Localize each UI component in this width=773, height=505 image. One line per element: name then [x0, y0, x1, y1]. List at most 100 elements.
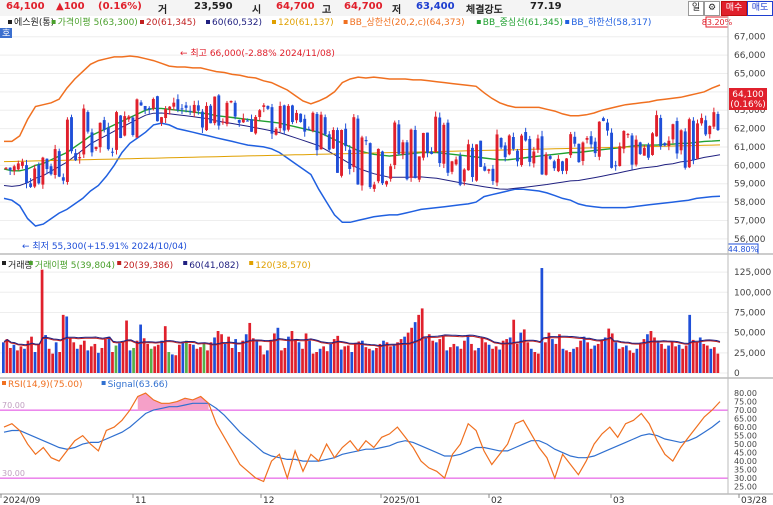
volume-bar: [61, 314, 65, 373]
price-candle: [483, 166, 487, 171]
price-candle: [295, 112, 298, 121]
price-candle: [209, 105, 213, 124]
period-button[interactable]: 일: [688, 1, 704, 16]
volume-bar: [104, 339, 107, 373]
price-candle: [479, 140, 483, 167]
price-candle: [651, 133, 654, 155]
x-axis-label: 11: [135, 496, 146, 505]
volume-legend-item: 120(38,570): [255, 261, 311, 271]
volume-bar: [494, 346, 498, 373]
volume-bar: [336, 335, 340, 373]
volume-bar: [677, 344, 681, 373]
volume-bar: [544, 342, 547, 373]
stock-chart[interactable]: 56,000 57,000 58,000 59,000 60,000 61,000 62,0…: [0, 16, 773, 505]
price-candle: [434, 116, 438, 152]
volume-bar: [37, 343, 40, 373]
rsi-tick-label: 30.00: [734, 474, 757, 483]
volume-bar: [653, 337, 656, 373]
sell-button[interactable]: 매도: [747, 1, 773, 16]
price-candle: [311, 112, 315, 132]
volume-bar: [515, 343, 519, 373]
volume-bar: [308, 340, 311, 373]
volume-bar: [135, 340, 139, 373]
price-candle: [184, 105, 188, 108]
volume-bar: [128, 350, 132, 373]
volume-bar: [649, 331, 653, 373]
price-candle: [327, 134, 331, 150]
volume-bar: [188, 343, 192, 373]
price-candle: [471, 147, 474, 178]
price-candle: [74, 153, 78, 161]
strength-value: 77.19: [530, 1, 562, 12]
price-candle: [168, 106, 172, 110]
volume-bar: [498, 349, 501, 373]
price-candle: [409, 129, 413, 178]
volume-bar: [23, 348, 26, 373]
volume-bar: [656, 340, 660, 373]
gear-icon[interactable]: ⚙: [704, 1, 720, 16]
ho-label: 호: [2, 28, 10, 39]
price-candle: [372, 184, 376, 189]
price-candle: [266, 105, 270, 109]
volume-bar: [596, 343, 600, 373]
volume-bar: [255, 339, 259, 373]
rsi-tick-label: 50.00: [734, 440, 757, 449]
price-candle: [687, 119, 691, 168]
price-candle: [495, 134, 499, 183]
price-legend-item: 120(61,137): [278, 18, 334, 28]
price-candle: [712, 112, 716, 127]
price-candle: [90, 132, 94, 153]
price-candle: [696, 123, 699, 159]
volume-bar: [241, 340, 245, 373]
price-candle: [352, 117, 356, 168]
price-candle: [33, 168, 37, 187]
volume-tick-label: 75,000: [734, 308, 766, 318]
volume-bar: [681, 348, 685, 373]
ho-box: [0, 28, 12, 38]
volume-bar: [632, 352, 635, 373]
volume-legend-swatch: [117, 261, 122, 265]
low-label: 저: [392, 5, 402, 16]
volume-bar: [276, 327, 280, 373]
price-candle: [610, 132, 614, 168]
price-candle: [442, 124, 446, 164]
buy-button[interactable]: 매수: [721, 1, 747, 16]
rsi-legend-swatch: [2, 381, 6, 385]
volume-bar: [262, 354, 266, 373]
price-candle: [127, 116, 131, 120]
price-candle: [511, 136, 515, 149]
volume-bar: [16, 350, 19, 373]
volume-bar: [639, 343, 642, 373]
volume-bar: [58, 352, 62, 373]
volume-bar: [68, 338, 72, 373]
price-legend-swatch: [206, 20, 210, 24]
volume-legend-item: 거래량: [8, 259, 33, 271]
price-candle: [475, 144, 479, 181]
volume-bar: [508, 337, 512, 373]
price-candle: [528, 138, 532, 162]
price-candle: [348, 149, 352, 169]
volume-bar: [5, 339, 9, 373]
volume-bar: [33, 352, 37, 373]
price-candle: [164, 109, 168, 119]
rsi-signal-line: [3, 402, 721, 462]
volume-legend-item: 20(39,386): [123, 261, 173, 271]
open-label: 시: [252, 5, 262, 16]
volume-bar: [185, 340, 188, 373]
price-candle: [319, 114, 323, 150]
volume-bar: [156, 344, 160, 373]
volume-bar: [470, 343, 473, 373]
volume-bar: [339, 349, 343, 373]
volume-bar: [705, 345, 709, 373]
price-tick-label: 67,000: [734, 33, 766, 43]
volume-bar: [192, 344, 195, 373]
volume-bar: [473, 350, 477, 373]
price-candle: [376, 148, 380, 182]
price-legend-swatch: [343, 20, 348, 24]
volume-bar: [392, 344, 396, 373]
volume-bar: [378, 343, 382, 373]
price-candle: [331, 129, 335, 149]
volume-bar: [466, 335, 470, 373]
volume-bar: [487, 344, 491, 373]
x-axis-label: 03: [613, 496, 624, 505]
